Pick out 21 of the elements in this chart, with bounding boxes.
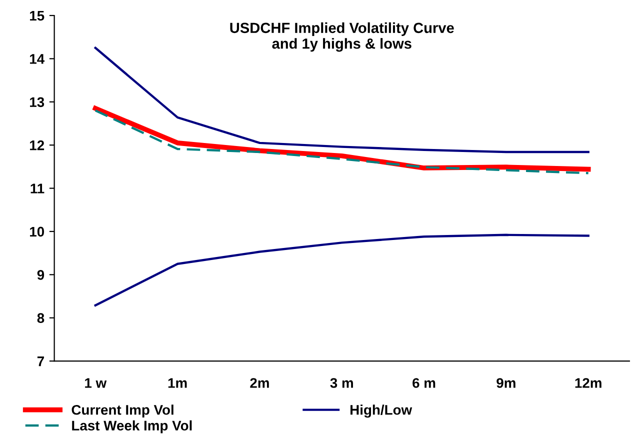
line-series bbox=[94, 234, 590, 306]
x-tick-label: 3 m bbox=[330, 378, 353, 388]
x-tick-label: 2m bbox=[250, 378, 269, 388]
x-tick-label: 1m bbox=[168, 378, 187, 388]
y-tick-label: 11 bbox=[30, 184, 44, 194]
x-tick-label: 1 w bbox=[85, 378, 107, 388]
legend-label: Current Imp Vol bbox=[72, 404, 174, 418]
y-tick-label: 15 bbox=[30, 10, 44, 21]
x-tick-label: 9m bbox=[496, 378, 516, 388]
y-tick-label: 10 bbox=[30, 226, 44, 237]
x-tick-label: 12m bbox=[575, 378, 602, 388]
y-tick-label: 14 bbox=[30, 54, 45, 64]
y-tick-label: 12 bbox=[30, 140, 44, 150]
legend-label: High/Low bbox=[350, 404, 412, 418]
y-tick-label: 8 bbox=[37, 313, 44, 324]
y-tick-label: 9 bbox=[37, 270, 44, 280]
y-tick-label: 13 bbox=[30, 97, 44, 108]
legend-label: Last Week Imp Vol bbox=[72, 420, 192, 434]
text: USDCHF Implied Volatility Curve and 1y highs & lows bbox=[230, 22, 454, 52]
x-tick-label: 6 m bbox=[412, 378, 436, 388]
y-tick-label: 7 bbox=[37, 356, 44, 366]
